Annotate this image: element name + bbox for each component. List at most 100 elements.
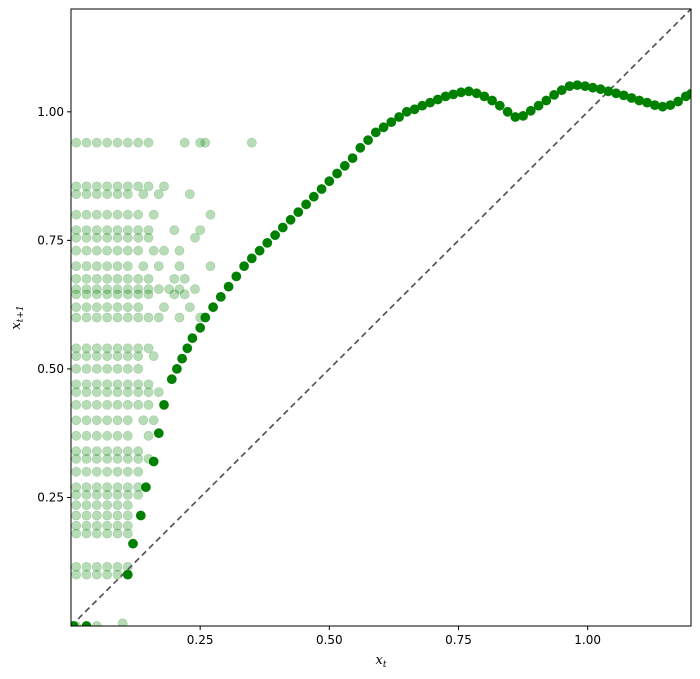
faint-data-point — [133, 379, 144, 390]
faint-data-point — [174, 312, 185, 323]
faint-data-point — [81, 209, 92, 220]
solid-data-point — [262, 237, 273, 248]
faint-data-point — [102, 562, 113, 572]
faint-data-point — [153, 312, 164, 323]
faint-data-point — [81, 510, 92, 521]
solid-data-point — [502, 106, 513, 117]
faint-data-point — [71, 232, 82, 243]
faint-data-point — [91, 302, 102, 313]
solid-data-point — [223, 281, 234, 292]
faint-data-point — [81, 453, 92, 464]
x-tick-label: 0.75 — [445, 633, 472, 647]
faint-data-point — [91, 261, 102, 271]
faint-data-point — [91, 343, 102, 354]
faint-data-point — [179, 289, 190, 300]
faint-data-point — [81, 562, 92, 572]
faint-data-point — [112, 284, 123, 295]
faint-data-point — [112, 569, 123, 580]
faint-data-point — [91, 430, 102, 441]
solid-data-point — [386, 117, 397, 127]
solid-data-point — [148, 456, 159, 467]
faint-data-point — [91, 379, 102, 390]
faint-data-point — [174, 245, 185, 256]
faint-data-point — [81, 482, 92, 493]
faint-data-point — [91, 453, 102, 464]
faint-data-point — [122, 261, 133, 271]
faint-data-point — [71, 453, 82, 464]
faint-data-point — [133, 232, 144, 243]
faint-data-point — [153, 261, 164, 271]
solid-data-point — [166, 374, 177, 385]
faint-data-point — [112, 500, 123, 511]
faint-data-point — [184, 189, 195, 199]
faint-data-point — [122, 415, 133, 426]
faint-data-point — [102, 466, 113, 477]
faint-data-point — [91, 225, 102, 235]
faint-data-point — [133, 466, 144, 477]
faint-data-point — [91, 621, 102, 626]
solid-data-point — [177, 353, 187, 364]
faint-data-point — [81, 261, 92, 271]
faint-data-point — [112, 363, 123, 374]
faint-data-point — [71, 284, 82, 295]
faint-data-point — [112, 510, 123, 521]
faint-data-point — [112, 273, 123, 284]
faint-data-point — [159, 181, 169, 192]
solid-data-point — [339, 160, 350, 171]
faint-data-point — [91, 510, 102, 521]
faint-data-point — [71, 363, 82, 374]
faint-data-point — [143, 289, 154, 300]
faint-data-point — [122, 453, 133, 464]
faint-data-point — [122, 500, 133, 511]
solid-data-point — [182, 343, 193, 354]
faint-data-point — [112, 189, 123, 199]
solid-data-point — [208, 302, 218, 313]
solid-data-point — [686, 88, 691, 99]
solid-data-point — [285, 214, 296, 225]
faint-data-point — [91, 181, 102, 192]
faint-data-point — [159, 245, 169, 256]
faint-data-point — [122, 379, 133, 390]
faint-data-point — [112, 387, 123, 397]
faint-data-point — [112, 415, 123, 426]
faint-data-point — [122, 466, 133, 477]
faint-data-point — [148, 415, 159, 426]
faint-data-point — [143, 430, 154, 441]
faint-data-point — [81, 232, 92, 243]
faint-data-point — [81, 528, 92, 539]
x-axis-ticks: 0.25 0.50 0.75 1.00 — [187, 626, 601, 647]
solid-data-point — [293, 207, 304, 217]
faint-data-point — [112, 562, 123, 572]
faint-data-point — [169, 225, 180, 235]
faint-data-point — [133, 387, 144, 397]
faint-data-point — [81, 189, 92, 199]
faint-data-point — [102, 209, 113, 220]
faint-data-point — [102, 343, 113, 354]
faint-data-point — [112, 430, 123, 441]
faint-data-point — [112, 520, 123, 531]
faint-data-point — [91, 351, 102, 361]
faint-data-point — [81, 351, 92, 361]
solid-data-point — [71, 621, 79, 626]
faint-data-point — [71, 137, 82, 148]
faint-data-point — [195, 137, 206, 148]
faint-data-point — [112, 137, 123, 148]
faint-data-point — [122, 225, 133, 235]
faint-data-point — [81, 520, 92, 531]
solid-data-point — [195, 322, 206, 333]
faint-data-point — [190, 284, 200, 295]
faint-data-point — [138, 189, 149, 199]
faint-data-point — [133, 312, 144, 323]
faint-data-point — [133, 453, 144, 464]
faint-data-point — [112, 482, 123, 493]
faint-data-point — [81, 430, 92, 441]
faint-data-point — [122, 528, 133, 539]
y-tick-label: 0.50 — [37, 362, 64, 376]
solid-data-point — [541, 95, 552, 106]
faint-data-point — [81, 245, 92, 256]
solid-data-point — [246, 253, 257, 264]
faint-data-point — [122, 343, 133, 354]
faint-data-point — [81, 225, 92, 235]
solid-data-point — [81, 621, 92, 626]
faint-data-point — [122, 430, 133, 441]
